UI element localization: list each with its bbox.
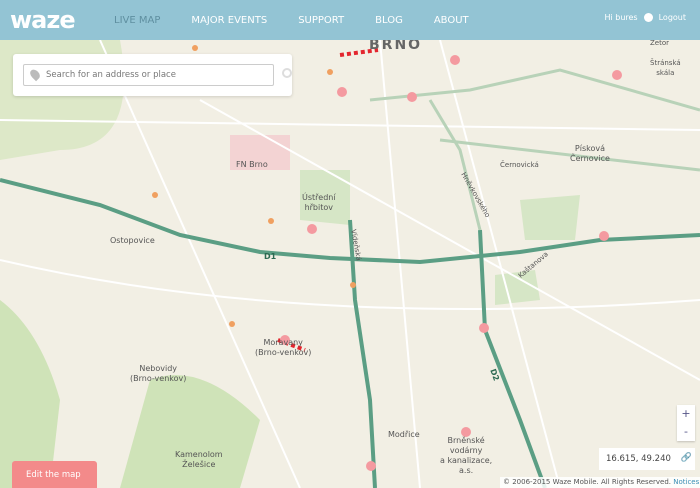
search-icon[interactable] [282, 68, 292, 78]
zoom-in-button[interactable]: + [681, 407, 691, 420]
map-label: Ostopovice [110, 236, 155, 245]
map-label: Brněnské vodárny a kanalizace, a.s. [440, 436, 493, 475]
map-label: Kamenolom Želešice [175, 450, 223, 469]
map-label: Modřice [388, 430, 420, 439]
copyright-footer: © 2006-2015 Waze Mobile. All Rights Rese… [500, 477, 700, 488]
nav-major-events[interactable]: MAJOR EVENTS [191, 14, 268, 26]
search-panel: Search for an address or place [13, 54, 292, 96]
notices-link[interactable]: Notices [673, 478, 700, 486]
logout-link[interactable]: Logout [658, 13, 686, 22]
zoom-control: + - [677, 405, 695, 441]
location-pin-icon [28, 67, 42, 82]
top-navigation-bar: waze LIVE MAP MAJOR EVENTS SUPPORT BLOG … [0, 0, 700, 40]
map-label: Zetor [650, 39, 670, 47]
coordinates-box: 16.615, 49.240 🔗 [599, 448, 695, 470]
map-label: Písková Černovice [570, 144, 610, 163]
map-label: Černovická [500, 161, 539, 169]
city-label: BRNO [369, 37, 423, 53]
zoom-out-button[interactable]: - [684, 425, 688, 438]
permalink-icon[interactable]: 🔗 [680, 453, 692, 463]
map-label: Ústřední hřbitov [302, 193, 336, 212]
alert-markers [280, 55, 622, 471]
search-input[interactable]: Search for an address or place [23, 64, 274, 86]
map-label: Nebovidy (Brno-venkov) [130, 364, 187, 383]
edit-map-button[interactable]: Edit the map [12, 461, 97, 488]
map-label: Moravany (Brno-venkov) [255, 338, 312, 357]
waze-logo[interactable]: waze [10, 6, 76, 34]
user-greeting[interactable]: Hi bures [604, 13, 638, 22]
road-shield: D1 [264, 252, 277, 261]
coordinates-readout: 16.615, 49.240 [606, 454, 671, 464]
map-label: FN Brno [236, 160, 268, 169]
nav-live-map[interactable]: LIVE MAP [114, 14, 161, 26]
nav-about[interactable]: ABOUT [433, 14, 469, 26]
nav-blog[interactable]: BLOG [375, 14, 403, 26]
nav-support[interactable]: SUPPORT [298, 14, 345, 26]
copyright-text: © 2006-2015 Waze Mobile. All Rights Rese… [503, 478, 671, 486]
map-label: Štránská skála [650, 59, 681, 77]
gear-icon[interactable] [643, 13, 653, 22]
